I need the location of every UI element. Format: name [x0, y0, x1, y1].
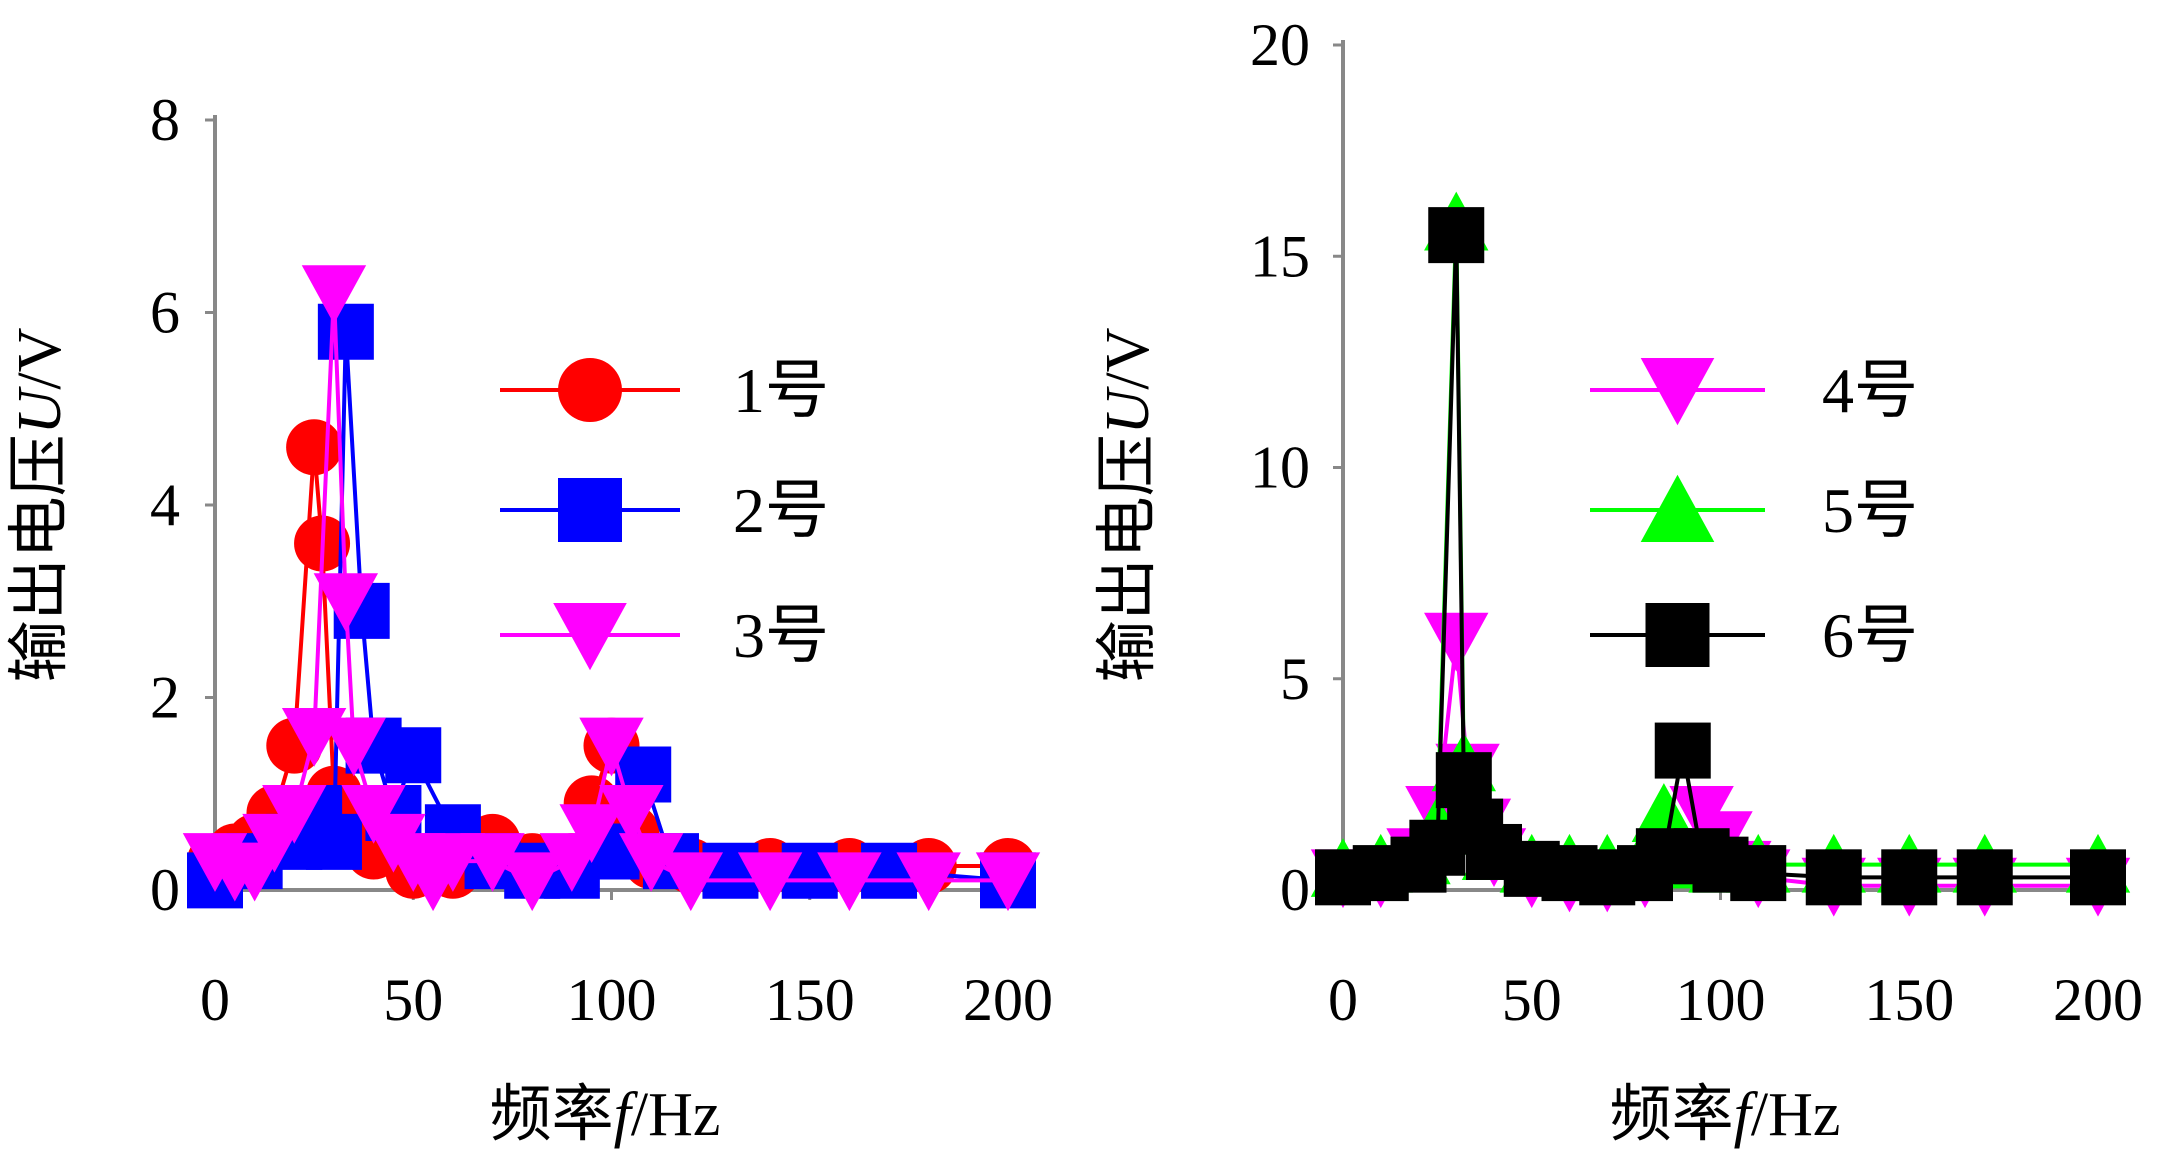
data-point — [1805, 849, 1862, 906]
data-point — [1428, 207, 1485, 264]
legend-label: 4号 — [1822, 355, 1918, 426]
data-point — [286, 419, 343, 476]
legend-marker — [553, 603, 627, 671]
x-axis-title: 频率f/Hz — [1610, 1081, 1841, 1149]
data-point — [817, 852, 882, 912]
data-point — [321, 717, 386, 777]
data-point — [658, 852, 723, 912]
x-tick-label: 150 — [1864, 967, 1954, 1033]
data-point — [301, 265, 367, 325]
data-point — [317, 303, 374, 360]
y-tick-label: 4 — [150, 472, 180, 538]
data-point — [599, 785, 664, 844]
data-point — [313, 573, 379, 633]
legend: 4号 5号 6号 — [1590, 355, 1918, 671]
data-point — [1956, 849, 2013, 906]
data-point — [559, 804, 624, 864]
series-3号 — [182, 265, 1041, 912]
x-tick-label: 200 — [963, 967, 1053, 1033]
data-point — [385, 727, 442, 784]
legend-marker — [1640, 474, 1715, 542]
data-point — [1730, 845, 1787, 902]
x-tick-label: 50 — [1502, 967, 1562, 1033]
y-axis-title: 输出电压U/V — [6, 327, 74, 682]
y-tick-label: 0 — [1280, 857, 1310, 923]
data-point — [1424, 612, 1489, 672]
legend-marker — [1640, 358, 1715, 426]
legend-marker — [1645, 603, 1710, 667]
data-point — [460, 833, 525, 892]
y-tick-label: 0 — [150, 857, 180, 923]
x-tick-label: 0 — [1328, 967, 1358, 1033]
x-tick-label: 100 — [1676, 967, 1766, 1033]
data-point — [579, 717, 644, 777]
legend-label: 2号 — [733, 475, 829, 546]
y-tick-label: 6 — [150, 280, 180, 346]
data-point — [262, 785, 327, 844]
data-point — [975, 852, 1041, 912]
y-tick-label: 10 — [1250, 435, 1310, 501]
data-point — [500, 852, 565, 912]
x-tick-label: 100 — [567, 967, 657, 1033]
legend: 1号 2号 3号 — [500, 355, 829, 671]
x-tick-label: 200 — [2053, 967, 2143, 1033]
y-tick-label: 2 — [150, 665, 180, 731]
x-tick-label: 50 — [383, 967, 443, 1033]
data-point — [1881, 849, 1938, 906]
chart-1: 0 2 4 6 8 0 50 100 150 200 频率f/Hz 输出电压U/V 1号 2号 3号 — [6, 87, 1053, 1149]
x-tick-label: 0 — [200, 967, 230, 1033]
legend-marker — [558, 478, 622, 542]
y-tick-label: 15 — [1250, 223, 1310, 289]
data-point — [896, 852, 961, 912]
y-tick-label: 8 — [150, 87, 180, 153]
legend-label: 5号 — [1822, 475, 1918, 546]
data-point — [2070, 849, 2126, 906]
x-axis-title: 频率f/Hz — [490, 1081, 721, 1149]
legend-label: 6号 — [1822, 600, 1918, 671]
data-point — [1631, 783, 1697, 842]
data-point — [305, 813, 362, 870]
data-point — [737, 852, 803, 912]
data-point — [1654, 722, 1711, 779]
y-tick-label: 20 — [1250, 12, 1310, 78]
data-point — [618, 833, 684, 892]
x-tick-label: 150 — [765, 967, 855, 1033]
legend-marker — [558, 358, 622, 422]
legend-label: 1号 — [733, 355, 829, 426]
series-6号 — [1315, 207, 2126, 906]
y-tick-label: 5 — [1280, 646, 1310, 712]
legend-label: 3号 — [733, 600, 829, 671]
y-axis-title: 输出电压U/V — [1094, 327, 1162, 682]
